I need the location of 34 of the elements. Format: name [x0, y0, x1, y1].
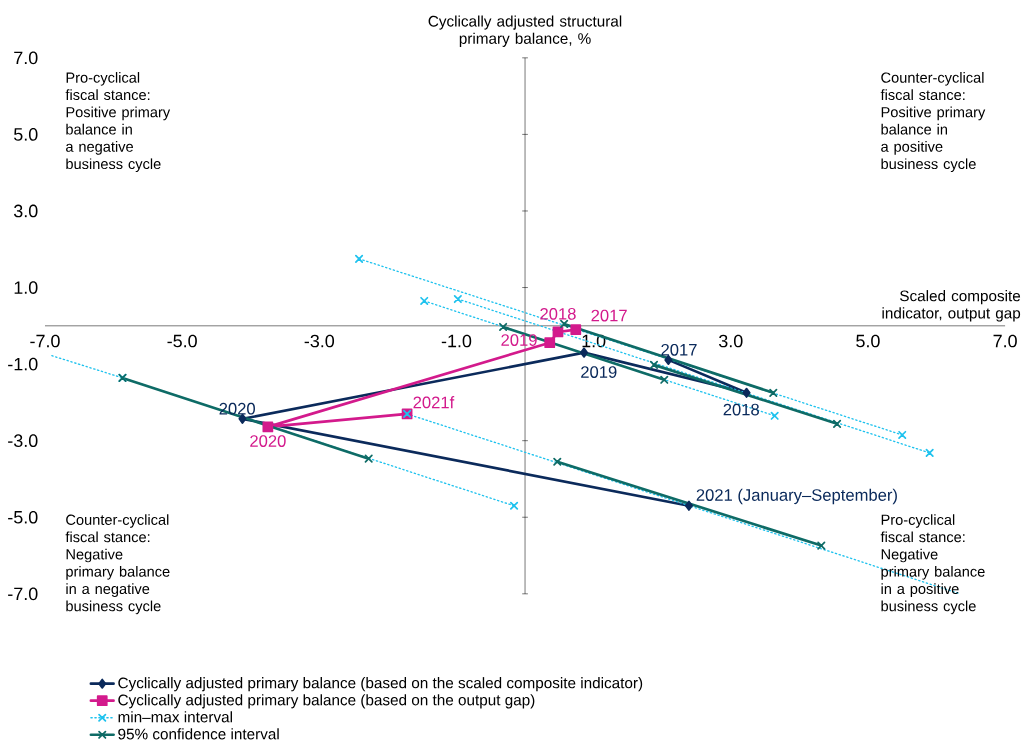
y-axis-title: Cyclically adjusted structural primary balance, %	[428, 15, 622, 47]
y-tick-label: -1.0	[8, 357, 38, 371]
x-tick-label: -5.0	[167, 334, 197, 348]
x-tick-label: -1.0	[441, 334, 472, 348]
annotation: 2017	[591, 309, 627, 322]
annotation: Pro-cyclical fiscal stance: Positive primary balance in a negative business cycle	[65, 72, 171, 173]
x-tick-label: -3.0	[304, 334, 335, 348]
x-tick-label: 3.0	[719, 334, 743, 348]
annotation: Counter-cyclical fiscal stance: Negative primary balance in a negative business cycle	[65, 514, 170, 615]
legend-label: Cyclically adjusted primary balance (based on the output gap)	[118, 694, 535, 709]
x-tick-label: -7.0	[30, 334, 60, 348]
x-tick-label: 5.0	[856, 334, 880, 348]
legend-label: min–max interval	[118, 711, 232, 723]
annotation: 2021 (January–September)	[696, 488, 897, 505]
y-tick-label: -5.0	[8, 510, 38, 524]
legend-label: 95% confidence interval	[118, 728, 279, 740]
annotation: 2019	[501, 334, 537, 346]
annotation: 2018	[540, 308, 576, 320]
y-tick-label: 1.0	[14, 281, 38, 294]
y-tick-label: 5.0	[14, 128, 38, 141]
annotation: 2021f	[413, 396, 455, 409]
annotation: 2018	[723, 403, 759, 416]
x-axis-title: Scaled composite indicator, output gap	[882, 290, 1021, 322]
y-tick-label: -3.0	[8, 434, 38, 448]
legend-label: Cyclically adjusted primary balance (based on the scaled composite indicator)	[118, 677, 643, 692]
annotation: 2020	[219, 402, 255, 415]
y-tick-label: 7.0	[14, 51, 38, 65]
annotation: 2017	[661, 343, 697, 356]
annotation: 2020	[250, 435, 286, 447]
annotation: Counter-cyclical fiscal stance: Positive primary balance in a positive business cycle	[880, 72, 986, 173]
y-tick-label: 3.0	[13, 204, 38, 218]
annotation: 2019	[581, 366, 617, 378]
x-tick-label: 7.0	[993, 334, 1017, 348]
y-tick-label: -7.0	[8, 587, 38, 601]
